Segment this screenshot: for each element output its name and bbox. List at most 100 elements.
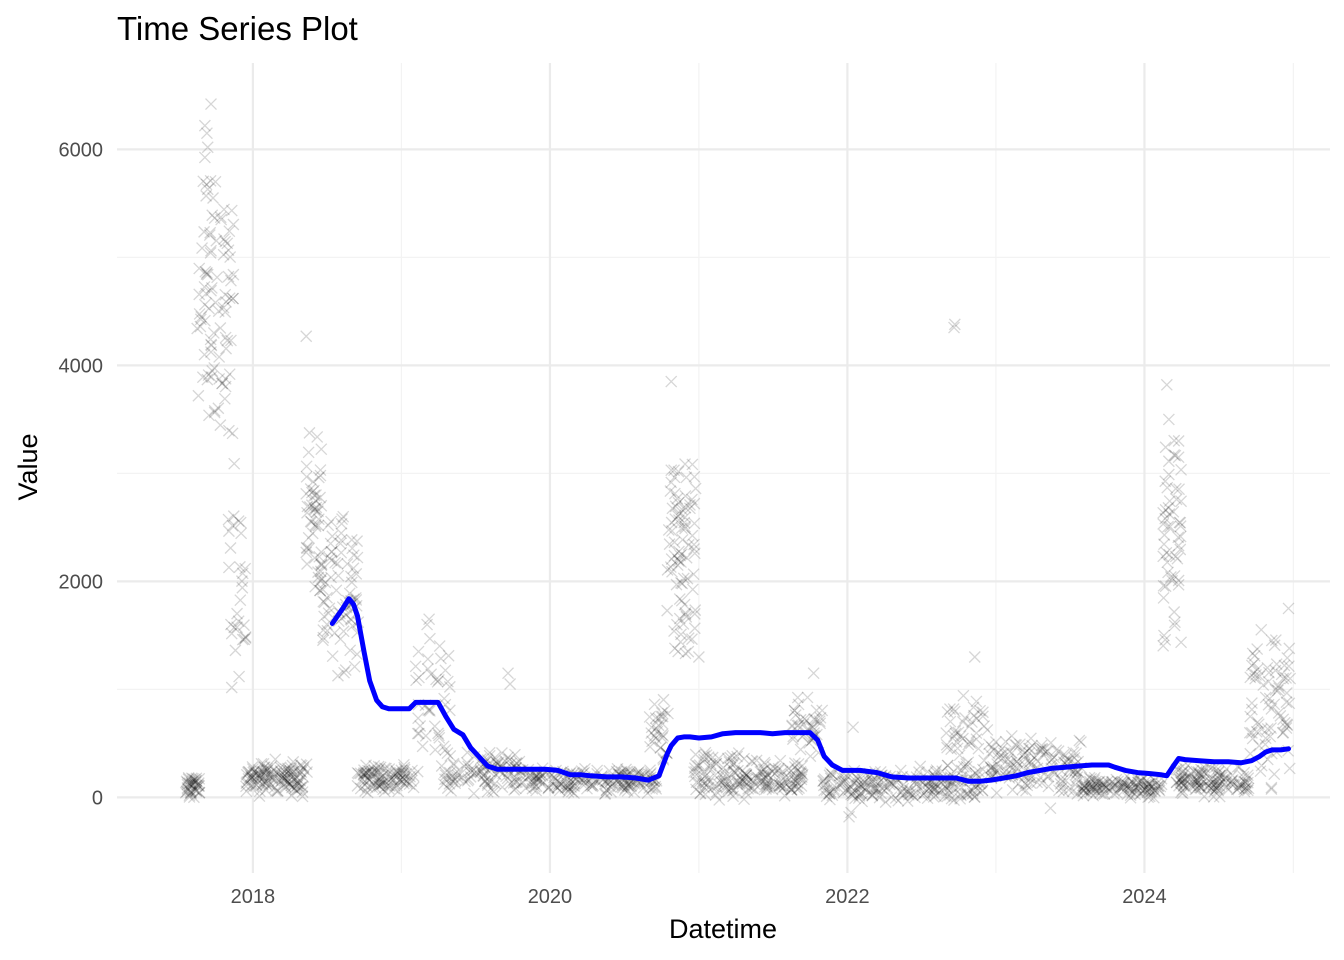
scatter-point [784,764,797,777]
scatter-point [481,779,494,792]
scatter-point [856,780,869,793]
scatter-point [790,780,803,793]
scatter-point [1160,378,1173,391]
scatter-point [362,773,375,786]
scatter-point [720,781,733,794]
scatter-point [253,772,266,785]
scatter-point [970,733,983,746]
scatter-point [671,492,684,505]
scatter-point [368,765,381,778]
scatter-point [902,785,914,798]
scatter-point [185,772,198,785]
scatter-point [1196,768,1209,781]
scatter-point [976,784,989,797]
scatter-point [1247,667,1260,680]
scatter-point [259,783,272,796]
scatter-point [439,664,452,677]
scatter-point [509,782,522,795]
scatter-point [217,248,230,261]
scatter-point [688,470,701,483]
scatter-point [688,766,700,779]
scatter-point [930,764,943,777]
scatter-point [782,762,795,775]
scatter-point [948,321,960,334]
scatter-point [968,790,981,803]
scatter-point [785,784,798,797]
scatter-point [672,510,685,523]
scatter-point [196,371,209,384]
scatter-point [397,758,410,771]
scatter-point [1075,736,1087,749]
scatter-point [1059,749,1072,762]
scatter-point [190,784,203,797]
scatter-point [397,766,410,779]
scatter-point [863,775,875,788]
scatter-point [242,772,255,785]
scatter-point [666,565,678,578]
scatter-point [423,613,436,626]
scatter-point [359,769,372,782]
scatter-point [1050,744,1063,757]
scatter-point [301,766,313,779]
scatter-point [193,262,206,275]
scatter-point [740,773,753,786]
scatter-point [351,766,364,779]
scatter-point [458,760,471,773]
scatter-point [550,775,563,788]
scatter-point [202,369,215,382]
scatter-point [1276,726,1289,739]
scatter-point [704,759,717,772]
scatter-point [1189,775,1202,788]
scatter-point [1174,775,1187,787]
scatter-point [740,769,753,782]
scatter-point [278,774,291,787]
scatter-point [200,127,213,140]
scatter-point [535,777,548,790]
scatter-point [974,704,987,717]
scatter-point [1055,773,1067,785]
scatter-point [682,632,695,645]
scatter-point [287,765,300,778]
scatter-point [1242,772,1255,785]
scatter-point [678,516,691,529]
scatter-point [548,771,560,784]
scatter-point [1207,790,1220,803]
scatter-point [1179,772,1192,785]
scatter-point [672,514,685,527]
scatter-point [789,775,802,788]
scatter-point [615,780,628,793]
scatter-point [917,787,930,800]
scatter-point [718,777,731,790]
scatter-point [1280,696,1293,709]
scatter-point [325,545,338,558]
scatter-point [1086,783,1098,795]
scatter-point [649,732,662,745]
scatter-point [763,778,776,791]
scatter-point [193,786,206,799]
scatter-point [225,204,238,217]
scatter-point [853,788,866,801]
scatter-point [432,727,445,740]
scatter-point [350,567,363,580]
scatter-point [429,743,442,756]
scatter-point [219,380,232,393]
scatter-point [1125,776,1138,789]
scatter-point [1134,774,1147,787]
scatter-point [1265,722,1277,734]
scatter-point [281,776,294,789]
scatter-point [826,769,839,781]
scatter-point [1208,774,1220,786]
scatter-point [198,314,211,327]
scatter-point [210,234,223,247]
scatter-point [895,786,908,799]
scatter-point [312,571,325,584]
scatter-point [1265,703,1278,715]
scatter-point [732,747,745,760]
scatter-point [314,575,327,588]
scatter-point [673,612,686,625]
scatter-point [867,773,879,786]
scatter-point [331,557,344,570]
scatter-point [315,546,328,559]
scatter-point [240,785,253,798]
scatter-point [1195,781,1207,794]
